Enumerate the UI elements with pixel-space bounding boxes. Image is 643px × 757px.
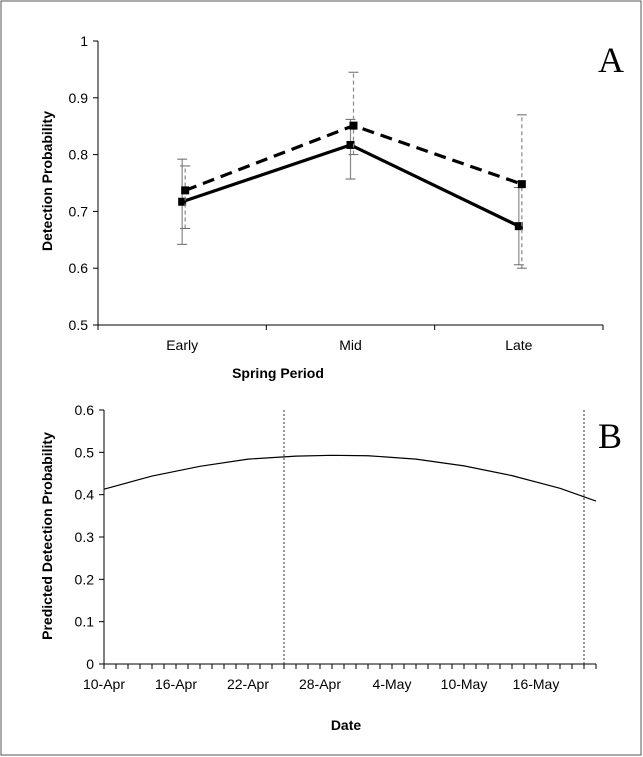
panel-b-series (103, 454, 597, 502)
data-point (181, 186, 190, 195)
panel-a-series-dashed (180, 71, 527, 269)
panel-b-x-tick-label: 16-May (513, 676, 560, 692)
panel-a-y-axis-title: Detection Probability (39, 111, 55, 251)
panel-a-y-tick-label: 0.7 (69, 203, 89, 219)
panel-b-y-tick-label: 0.4 (75, 487, 95, 503)
panel-b-y-tick-label: 0.6 (75, 402, 95, 418)
data-point (178, 197, 187, 206)
panel-b-axes (103, 410, 596, 665)
panel-b-x-tick-label: 10-Apr (83, 676, 125, 692)
panel-a-axes (97, 41, 603, 326)
panel-b-letter: B (598, 416, 622, 456)
panel-a-y-tick-label: 1 (80, 33, 88, 49)
panel-a-y-tick-label: 0.8 (69, 147, 89, 163)
panel-b-y-tick-label: 0.3 (75, 529, 95, 545)
panel-b-y-tick-label: 0.1 (75, 614, 95, 630)
panel-a-series (177, 71, 527, 269)
panel-a-x-tick-label: Mid (339, 337, 362, 353)
panel-b-x-tick-label: 4-May (373, 676, 412, 692)
data-point (517, 180, 526, 189)
panel-b-y-axis-title: Predicted Detection Probability (39, 432, 55, 640)
panel-a-x-tick-label: Early (166, 337, 198, 353)
panel-b-series-line (103, 454, 597, 502)
panel-a-x-axis-title: Spring Period (232, 365, 324, 381)
panel-b-x-ticks: 10-Apr 16-Apr 22-Apr 28-Apr 4-May 10-May 16-Ma… (83, 664, 597, 692)
panel-b-y-tick-label: 0.2 (75, 571, 95, 587)
data-point (346, 140, 355, 149)
panel-b-y-tick-label: 0 (86, 656, 94, 672)
panel-b-x-axis-title: Date (331, 717, 362, 733)
panel-a-letter: A (598, 40, 624, 80)
panel-a: A 0.5 0.6 0.7 0.8 0.9 1 Early Mid Late Spring P… (39, 33, 624, 381)
panel-b-y-ticks: 0 0.1 0.2 0.3 0.4 0.5 0.6 (75, 402, 104, 672)
panel-b-vertical-lines (283, 410, 585, 664)
panel-a-y-tick-label: 0.9 (69, 90, 89, 106)
data-point (349, 121, 358, 130)
panel-b: B 0 0.1 0.2 0.3 0.4 0.5 0.6 10-Apr 16-Apr 22-Apr… (39, 402, 622, 733)
panel-a-series-solid (177, 118, 524, 266)
panel-b-y-tick-label: 0.5 (75, 444, 95, 460)
panel-a-y-tick-label: 0.6 (69, 260, 89, 276)
panel-b-x-tick-label: 28-Apr (299, 676, 341, 692)
series-line (184, 123, 523, 192)
panel-b-x-tick-label: 10-May (441, 676, 488, 692)
panel-b-x-tick-label: 16-Apr (155, 676, 197, 692)
panel-b-x-tick-label: 22-Apr (227, 676, 269, 692)
panel-a-x-ticks: Early Mid Late (97, 325, 604, 353)
data-point (514, 222, 523, 231)
panel-a-y-tick-label: 0.5 (69, 317, 89, 333)
panel-a-y-ticks: 0.5 0.6 0.7 0.8 0.9 1 (69, 33, 98, 333)
panel-a-x-tick-label: Late (505, 337, 532, 353)
